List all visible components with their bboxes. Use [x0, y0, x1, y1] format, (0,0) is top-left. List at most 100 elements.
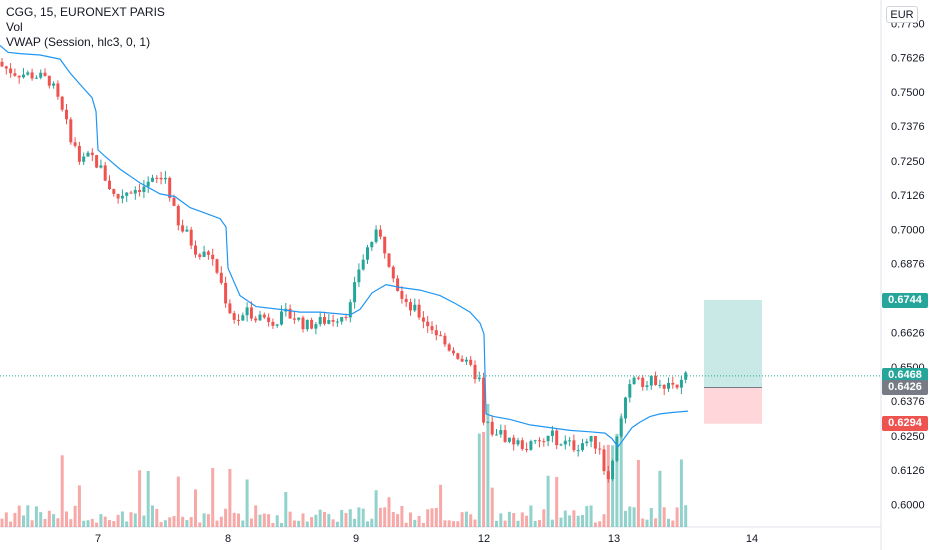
candle-body — [86, 152, 90, 157]
volume-bar — [327, 514, 331, 527]
volume-bar — [297, 520, 301, 527]
volume-bar — [417, 516, 421, 527]
volume-bar — [73, 505, 77, 527]
candle-body — [185, 229, 189, 232]
loss-zone[interactable] — [704, 387, 762, 424]
volume-bar — [628, 506, 632, 527]
volume-bar — [288, 511, 292, 527]
candle-body — [581, 443, 584, 451]
candle-body — [327, 320, 331, 324]
candle-body — [370, 241, 374, 248]
candle-body — [60, 96, 64, 110]
volume-bar — [486, 403, 490, 527]
volume-bar — [649, 508, 653, 527]
entry-price-label: 0.6426 — [882, 379, 928, 395]
profit-zone[interactable] — [704, 300, 762, 388]
candle-body — [636, 377, 640, 379]
candle-body — [159, 177, 163, 180]
volume-bar — [469, 514, 473, 527]
candle-body — [151, 177, 154, 182]
candle-body — [52, 83, 56, 86]
candle-body — [353, 282, 357, 303]
candle-body — [499, 430, 503, 435]
candle-body — [675, 384, 679, 388]
volume-bar — [516, 520, 520, 527]
volume-bar — [348, 509, 352, 527]
candle-body — [684, 372, 688, 380]
candle-body — [538, 440, 541, 442]
volume-bar — [99, 514, 103, 527]
volume-bar — [374, 490, 378, 527]
volume-bar — [568, 515, 572, 527]
volume-bar — [335, 521, 339, 527]
volume-bar — [426, 509, 430, 527]
candle-body — [357, 269, 361, 283]
candle-body — [56, 83, 60, 97]
volume-bar — [366, 521, 369, 527]
volume-bar — [645, 519, 649, 527]
candle-body — [525, 448, 529, 450]
y-tick-label: 0.6376 — [891, 396, 925, 408]
candle-body — [288, 308, 292, 319]
volume-bar — [305, 521, 309, 527]
candle-body — [323, 317, 326, 324]
volume-bar — [181, 516, 185, 527]
vwap-indicator-label[interactable]: VWAP (Session, hlc3, 0, 1) — [6, 35, 151, 49]
candle-body — [254, 318, 258, 321]
candle-body — [619, 418, 623, 437]
volume-bar — [133, 513, 137, 527]
volume-bar — [654, 518, 658, 527]
candle-body — [576, 450, 580, 452]
candle-body — [447, 344, 451, 351]
candle-body — [301, 317, 305, 330]
volume-bar — [185, 520, 189, 527]
volume-bar — [275, 515, 279, 527]
candle-body — [249, 307, 253, 319]
volume-bar — [624, 510, 627, 527]
candle-body — [34, 77, 38, 79]
candle-body — [606, 471, 610, 480]
volume-bar — [318, 509, 322, 527]
volume-bar — [525, 515, 529, 527]
volume-bar — [112, 521, 116, 527]
volume-bar — [4, 512, 8, 527]
currency-button[interactable]: EUR — [886, 6, 918, 23]
candle-body — [133, 190, 137, 194]
candle-body — [624, 397, 627, 419]
volume-bar — [206, 514, 210, 527]
volume-bar — [529, 505, 533, 527]
volume-bar — [387, 497, 391, 527]
volume-bar — [224, 508, 228, 527]
volume-bar — [301, 513, 305, 527]
symbol-title[interactable]: CGG, 15, EURONEXT PARIS — [6, 5, 165, 19]
volume-bar — [95, 522, 99, 527]
volume-bar — [460, 512, 464, 527]
volume-bar — [400, 505, 404, 527]
candle-body — [310, 319, 314, 329]
y-tick-label: 0.7000 — [891, 225, 925, 237]
y-tick-label: 0.7500 — [891, 87, 925, 99]
volume-bar — [125, 521, 129, 527]
candle-body — [103, 165, 107, 181]
x-tick-label: 8 — [225, 533, 231, 545]
candle-body — [615, 436, 619, 461]
candle-body — [43, 72, 47, 76]
candle-body — [396, 278, 400, 291]
volume-bar — [357, 507, 361, 527]
x-tick-label: 14 — [746, 533, 758, 545]
candle-body — [39, 72, 43, 78]
volume-bar — [413, 519, 417, 527]
volume-bar — [151, 505, 154, 527]
candle-body — [662, 384, 666, 389]
volume-bar — [550, 519, 554, 527]
candle-body — [361, 259, 365, 270]
candle-body — [116, 193, 120, 199]
candle-body — [404, 298, 408, 303]
x-tick-label: 9 — [353, 533, 359, 545]
volume-indicator-label[interactable]: Vol — [6, 20, 23, 34]
volume-bar — [482, 431, 486, 527]
candle-body — [297, 317, 301, 320]
volume-bar — [189, 517, 193, 527]
candle-body — [22, 74, 25, 78]
